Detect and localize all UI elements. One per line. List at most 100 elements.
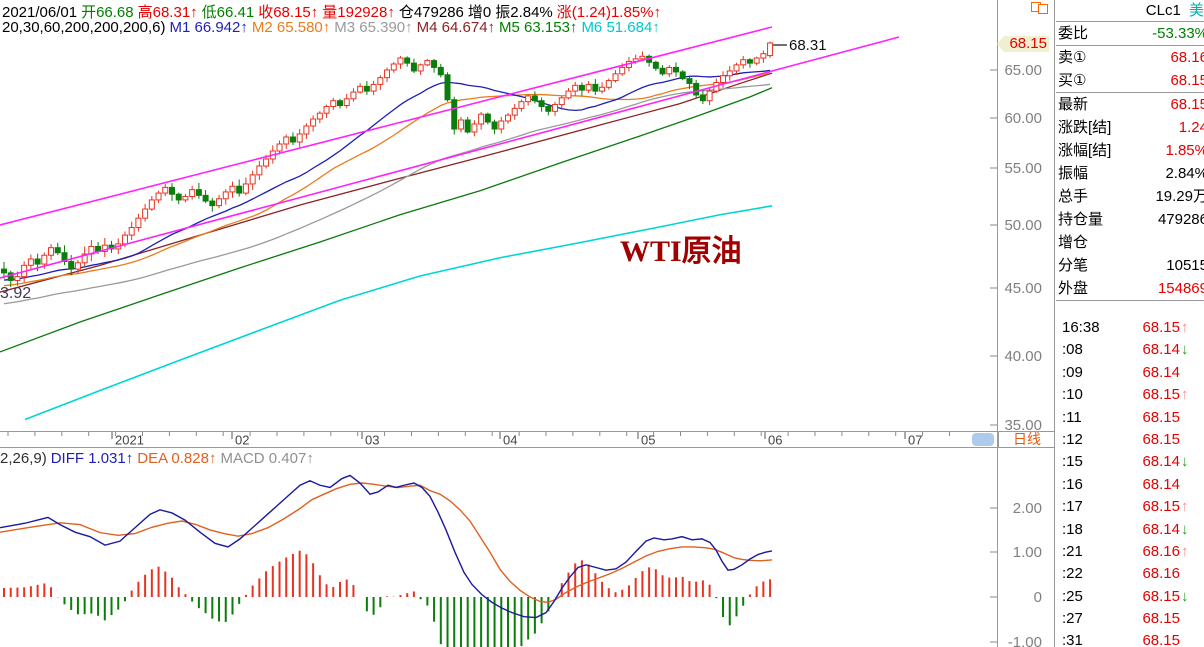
macd-bar [587, 564, 590, 597]
no-arrow [1180, 474, 1195, 496]
price-axis-label: 40.00 [1004, 348, 1042, 365]
candle-body [256, 165, 263, 176]
quote-row-买①: 买① 68.15 [1056, 69, 1204, 93]
macd-bar [486, 597, 489, 647]
macd-bar [298, 550, 301, 597]
scrollbar-thumb[interactable] [972, 433, 994, 446]
macd-bar [339, 581, 341, 597]
macd-bar [123, 597, 126, 602]
tick-price: 68.14 [1142, 341, 1180, 359]
tick-time: 16:38 [1062, 319, 1100, 336]
candle-body [639, 55, 646, 60]
tick-price: 68.14 [1142, 520, 1180, 538]
symbol-suffix: 美 [1188, 2, 1204, 19]
tick-price: 68.16 [1142, 542, 1180, 560]
candle-body [350, 91, 357, 100]
candle-body [209, 200, 216, 207]
macd-bar [574, 563, 577, 597]
header-segment: DIFF 1.031↑ [50, 450, 134, 467]
down-arrow-icon: ↓ [1181, 341, 1189, 359]
macd-bar [654, 569, 657, 597]
tick-row: :09 68.14 [1056, 362, 1204, 384]
macd-bar [97, 597, 100, 616]
macd-bar [446, 597, 449, 647]
macd-bar [769, 579, 772, 597]
candle-body [27, 258, 34, 266]
macd-bar [70, 597, 73, 610]
price-chart-canvas[interactable]: 2021 02 03 04 05 06 07 65.00 60.00 55.00 50.00 45.0… [0, 0, 1055, 647]
quote-row-增仓: 增仓 [1056, 231, 1204, 254]
candle-body [673, 66, 679, 73]
quote-row-总手: 总手 19.29万 [1056, 185, 1204, 208]
tick-list[interactable]: 16:38 68.15 ↑:08 68.14 ↓:09 68.14:10 68.15 ↑:11… [1056, 317, 1204, 647]
candle-body [552, 104, 559, 112]
candle-body [585, 83, 592, 91]
up-arrow-icon: ↑ [1181, 319, 1189, 336]
macd-bar [271, 566, 274, 597]
macd-bar [614, 592, 617, 597]
candle-body [316, 112, 323, 120]
macd-bar [305, 554, 308, 597]
period-label[interactable]: 日线 [998, 432, 1055, 447]
candle-body [283, 136, 290, 145]
no-arrow [1180, 608, 1195, 630]
macd-bar [352, 585, 355, 597]
axis-month-label: 03 [365, 433, 379, 448]
tick-row: :08 68.14 ↓ [1056, 339, 1204, 361]
macd-bar [90, 597, 93, 614]
macd-bar [722, 597, 725, 618]
candle-body [545, 105, 552, 112]
axis-month-label: 2021 [115, 433, 144, 448]
no-arrow [1180, 429, 1195, 451]
macd-bar [150, 569, 153, 597]
macd-bar [580, 560, 583, 597]
macd-bar [755, 586, 758, 597]
candle-body [175, 193, 182, 201]
candle-body [169, 186, 175, 195]
tick-price: 68.16 [1142, 565, 1180, 583]
candle-body [612, 73, 619, 82]
price-axis-label: 60.00 [1004, 110, 1042, 127]
ohlc-header: 2021/06/01 开66.68 高68.31↑ 低66.41 收68.15↑ 量192… [2, 1, 665, 22]
macd-bar [648, 567, 651, 597]
symbol-title[interactable]: CLc1 美 [1056, 0, 1204, 22]
quote-value: 68.15 [1170, 72, 1204, 89]
candle-body [189, 189, 196, 198]
candle-body [155, 192, 162, 201]
candle-body [767, 42, 774, 57]
macd-bar [365, 597, 368, 612]
header-segment: 高68.31↑ [137, 4, 198, 21]
down-arrow-icon: ↓ [1181, 587, 1189, 605]
price-axis-label: 45.00 [1004, 280, 1042, 297]
header-segment: M3 65.390↑ [334, 19, 413, 36]
quote-value: 68.16 [1170, 49, 1204, 66]
quote-label: 总手 [1058, 188, 1089, 205]
quote-panel: CLc1 美 委比 -53.33% 卖① 68.16 买① 68.15 最新 68.15 涨跌[… [1056, 0, 1204, 647]
quote-value: 19.29万 [1155, 188, 1204, 205]
quote-row-分笔: 分笔 10515 [1056, 254, 1204, 277]
price-axis-label: 50.00 [1004, 217, 1042, 234]
candle-body [457, 119, 464, 130]
macd-dea-line [0, 482, 773, 604]
macd-bar [641, 571, 644, 597]
tick-price: 68.15 [1142, 610, 1180, 628]
candle-body [54, 247, 61, 254]
header-segment: 开66.68 [81, 4, 134, 21]
candle-body [471, 123, 478, 133]
header-segment: 涨(1.24)1.85%↑ [556, 4, 661, 21]
candle-body [491, 121, 498, 130]
macd-bar [735, 597, 738, 617]
window-icon[interactable] [1031, 2, 1049, 14]
tick-time: :15 [1062, 453, 1083, 471]
candle-body [760, 53, 767, 59]
macd-bar [184, 594, 187, 597]
candle-body [48, 247, 55, 256]
macd-bar [520, 597, 523, 647]
macd-bar [76, 597, 79, 615]
macd-bar [493, 597, 496, 647]
macd-bar [601, 581, 604, 597]
candle-body [498, 120, 505, 130]
candle-body [236, 185, 243, 194]
price-axis-label: 55.00 [1004, 160, 1042, 177]
candle-body [202, 194, 209, 202]
